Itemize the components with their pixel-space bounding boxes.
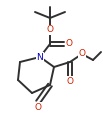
Text: O: O	[46, 26, 53, 35]
Text: O: O	[35, 102, 42, 112]
Text: O: O	[66, 39, 73, 49]
Text: O: O	[78, 49, 85, 58]
Text: N: N	[37, 52, 43, 61]
Text: O: O	[67, 76, 74, 85]
